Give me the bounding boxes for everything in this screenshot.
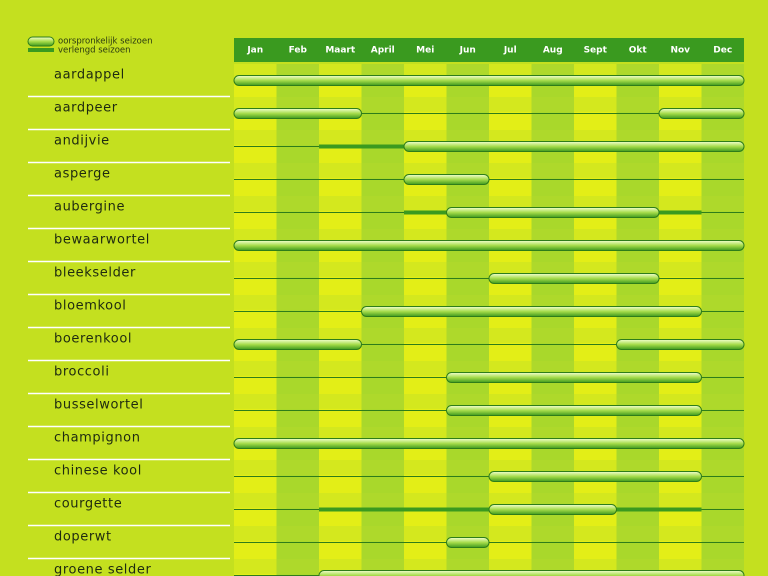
vegetable-name: aardpeer	[54, 101, 118, 116]
month-label: April	[371, 46, 395, 56]
vegetable-name: champignon	[54, 431, 141, 446]
original-season	[233, 75, 745, 86]
header-bar	[234, 38, 744, 62]
month-label: Jun	[459, 46, 476, 56]
vegetable-name: andijvie	[54, 134, 110, 149]
original-season	[403, 141, 745, 152]
original-season	[361, 306, 702, 317]
row-band	[234, 328, 744, 343]
original-season	[233, 108, 362, 119]
original-season	[446, 537, 490, 548]
original-season	[403, 174, 490, 185]
row-band	[234, 493, 744, 508]
row-band	[234, 97, 744, 112]
vegetable-name: busselwortel	[54, 398, 144, 413]
vegetable-name: bewaarwortel	[54, 233, 150, 248]
original-season	[233, 438, 745, 449]
vegetable-name: aubergine	[54, 200, 125, 215]
month-label: Nov	[670, 46, 690, 56]
month-label: Maart	[325, 46, 356, 56]
month-label: Jul	[503, 46, 517, 56]
legend-original: oorspronkelijk seizoen	[58, 37, 152, 47]
month-label: Jan	[246, 46, 263, 56]
month-label: Mei	[416, 46, 434, 56]
vegetable-name: bloemkool	[54, 299, 126, 314]
month-label: Okt	[629, 46, 648, 56]
original-season	[233, 240, 745, 251]
month-column	[234, 64, 277, 576]
vegetable-name: asperge	[54, 167, 111, 182]
original-season	[658, 108, 745, 119]
original-season	[233, 339, 362, 350]
original-season	[616, 339, 745, 350]
legend-pill	[27, 36, 55, 47]
vegetable-name: boerenkool	[54, 332, 132, 347]
vegetable-name: aardappel	[54, 68, 125, 83]
row-band	[234, 262, 744, 277]
month-column	[319, 64, 362, 576]
vegetable-name: doperwt	[54, 530, 112, 545]
row-band	[234, 163, 744, 178]
original-season	[488, 471, 702, 482]
legend-extended: verlengd seizoen	[58, 46, 131, 56]
original-season	[318, 570, 745, 576]
vegetable-name: groene selder	[54, 563, 151, 576]
month-label: Feb	[289, 46, 308, 56]
original-season	[488, 273, 660, 284]
month-label: Dec	[713, 46, 732, 56]
original-season	[446, 372, 702, 383]
vegetable-name: bleekselder	[54, 266, 136, 281]
original-season	[446, 405, 702, 416]
month-label: Sept	[584, 46, 608, 56]
month-column	[361, 64, 404, 576]
row-band	[234, 526, 744, 541]
vegetable-name: broccoli	[54, 365, 110, 380]
vegetable-name: courgette	[54, 497, 122, 512]
original-season	[488, 504, 617, 515]
month-column	[276, 64, 319, 576]
original-season	[446, 207, 660, 218]
vegetable-name: chinese kool	[54, 464, 142, 479]
month-label: Aug	[543, 46, 563, 56]
